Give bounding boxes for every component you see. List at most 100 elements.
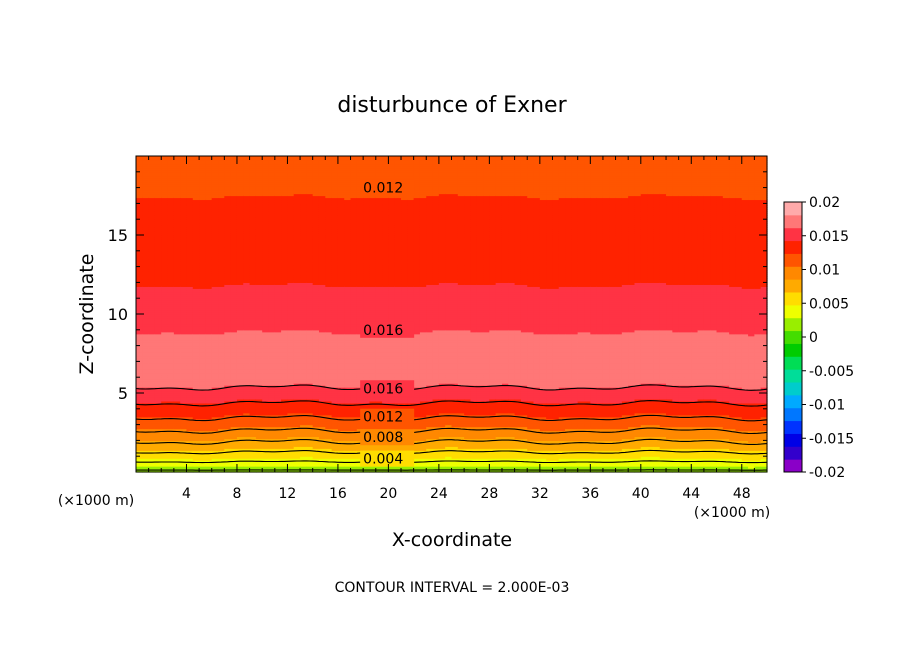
field-cell: [236, 432, 244, 436]
field-cell: [154, 268, 162, 272]
field-cell: [325, 282, 333, 285]
field-cell: [281, 199, 289, 203]
field-cell: [199, 248, 207, 252]
field-cell: [154, 296, 162, 299]
field-cell: [186, 207, 194, 210]
field-cell: [243, 353, 251, 357]
field-cell: [205, 357, 213, 361]
field-cell: [205, 163, 213, 167]
field-cell: [154, 270, 162, 274]
field-cell: [192, 292, 200, 295]
field-cell: [230, 195, 238, 199]
field-cell: [243, 359, 251, 362]
field-cell: [249, 464, 257, 467]
field-cell: [325, 377, 333, 380]
field-cell: [173, 379, 181, 382]
field-cell: [274, 389, 282, 392]
field-cell: [274, 258, 282, 262]
field-cell: [224, 331, 232, 335]
field-cell: [192, 359, 200, 362]
field-cell: [331, 408, 339, 412]
field-cell: [161, 296, 169, 299]
field-cell: [236, 436, 244, 440]
field-cell: [274, 276, 282, 280]
field-cell: [243, 440, 251, 443]
field-cell: [173, 246, 181, 250]
field-cell: [287, 444, 295, 447]
field-cell: [255, 432, 263, 436]
field-cell: [306, 379, 314, 382]
field-cell: [318, 250, 326, 254]
field-cell: [173, 169, 181, 173]
field-cell: [186, 335, 194, 339]
field-cell: [312, 349, 320, 353]
field-cell: [136, 274, 143, 278]
field-cell: [218, 284, 225, 287]
field-cell: [249, 272, 257, 276]
field-cell: [154, 333, 162, 337]
field-cell: [136, 175, 143, 179]
field-cell: [325, 361, 333, 364]
field-cell: [167, 317, 175, 321]
field-cell: [281, 276, 289, 280]
field-cell: [167, 242, 175, 246]
field-cell: [186, 470, 194, 473]
field-cell: [167, 315, 175, 319]
field-cell: [167, 231, 175, 234]
field-cell: [255, 298, 263, 301]
field-cell: [224, 205, 232, 208]
field-cell: [293, 408, 301, 412]
field-cell: [268, 466, 276, 469]
field-cell: [268, 353, 276, 357]
field-cell: [255, 446, 263, 449]
field-cell: [230, 207, 238, 210]
field-cell: [243, 361, 251, 364]
field-cell: [186, 385, 194, 388]
field-cell: [211, 349, 219, 353]
field-cell: [173, 412, 181, 416]
field-cell: [249, 304, 257, 307]
field-cell: [255, 217, 263, 220]
field-cell: [199, 185, 207, 189]
field-cell: [274, 244, 282, 248]
field-cell: [218, 193, 225, 197]
field-cell: [186, 183, 194, 187]
field-cell: [173, 343, 181, 347]
field-cell: [167, 393, 175, 396]
field-cell: [243, 398, 251, 402]
field-cell: [268, 229, 276, 232]
field-cell: [262, 157, 270, 161]
field-cell: [218, 264, 225, 268]
field-cell: [249, 284, 257, 287]
field-cell: [230, 341, 238, 345]
field-cell: [199, 302, 207, 305]
field-cell: [167, 217, 175, 220]
field-cell: [173, 371, 181, 374]
field-cell: [287, 207, 295, 210]
field-cell: [186, 163, 194, 167]
field-cell: [274, 406, 282, 410]
field-cell: [300, 254, 307, 258]
field-cell: [154, 169, 162, 173]
field-cell: [243, 223, 251, 226]
field-cell: [312, 408, 320, 412]
field-cell: [142, 310, 150, 313]
field-cell: [136, 466, 143, 469]
field-cell: [154, 460, 162, 463]
field-cell: [325, 191, 333, 195]
field-cell: [274, 310, 282, 313]
field-cell: [211, 233, 219, 236]
field-cell: [255, 367, 263, 370]
field-cell: [186, 327, 194, 331]
field-cell: [236, 355, 244, 359]
field-cell: [325, 290, 333, 293]
field-cell: [312, 229, 320, 232]
field-cell: [249, 389, 257, 392]
field-cell: [142, 466, 150, 469]
field-cell: [161, 223, 169, 226]
field-cell: [230, 329, 238, 333]
field-cell: [268, 418, 276, 422]
field-cell: [306, 430, 314, 434]
field-cell: [255, 310, 263, 313]
field-cell: [293, 187, 301, 191]
